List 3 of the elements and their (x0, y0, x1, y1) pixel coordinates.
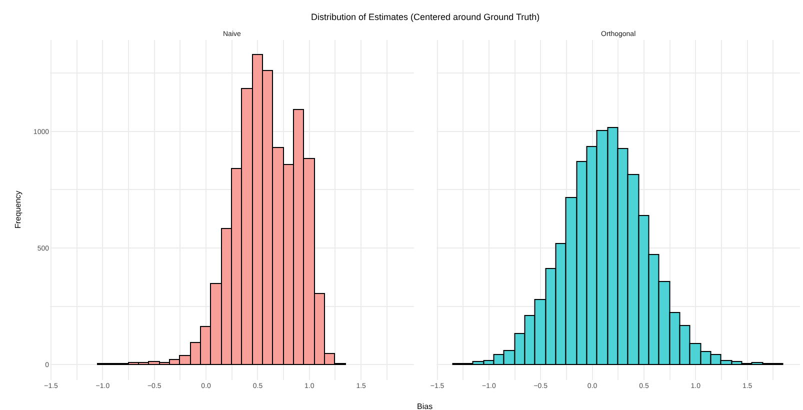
x-axis-title: Bias (417, 402, 433, 410)
y-axis-title: Frequency (14, 190, 22, 228)
chart-title: Distribution of Estimates (Centered around Ground Truth) (311, 12, 540, 22)
